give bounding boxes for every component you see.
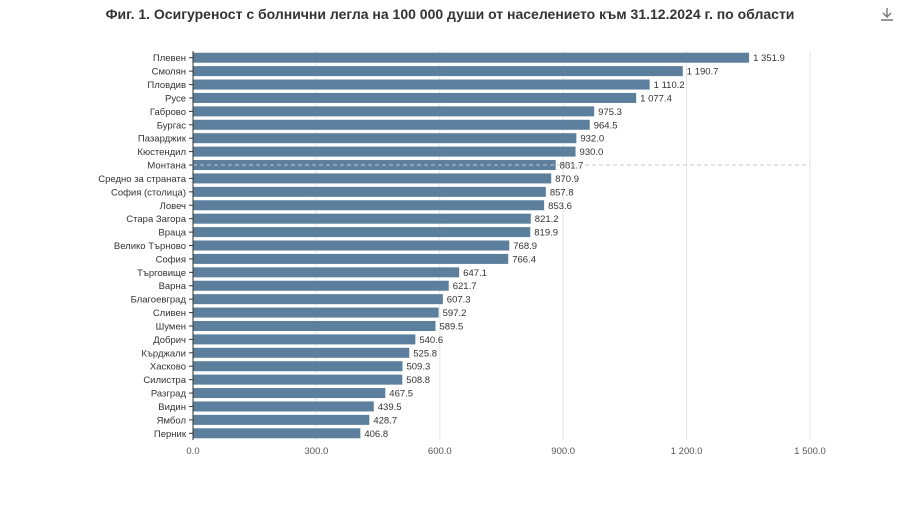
value-label: 508.8 <box>406 375 430 386</box>
value-label: 964.5 <box>594 120 618 131</box>
category-label: Кърджали <box>141 348 186 359</box>
bar <box>193 320 436 331</box>
value-label: 428.7 <box>373 415 397 426</box>
value-label: 406.8 <box>364 429 388 440</box>
bar <box>193 374 403 385</box>
bar <box>193 280 449 291</box>
category-label: Ямбол <box>157 415 186 426</box>
category-label: Кюстендил <box>137 147 186 158</box>
value-label: 1 190.7 <box>687 67 719 78</box>
bar <box>193 186 546 197</box>
category-label: Пазарджик <box>138 134 187 145</box>
value-label: 930.0 <box>580 147 604 158</box>
value-label: 1 351.9 <box>753 53 785 64</box>
x-tick-label: 600.0 <box>428 446 452 457</box>
x-tick-label: 1 500.0 <box>794 446 826 457</box>
download-icon <box>881 8 893 21</box>
category-label: Благоевград <box>131 295 187 306</box>
category-label: Добрич <box>153 335 186 346</box>
category-label: Хасково <box>150 362 186 373</box>
category-label: Габрово <box>150 107 186 118</box>
bar <box>193 66 683 77</box>
value-label: 819.9 <box>534 228 558 239</box>
bar <box>193 414 370 425</box>
bar <box>193 267 460 278</box>
bar <box>193 307 439 318</box>
bar <box>193 146 576 157</box>
category-label: Средно за страната <box>98 174 186 185</box>
value-label: 1 110.2 <box>654 80 685 91</box>
category-label: Силистра <box>143 375 186 386</box>
bar <box>193 294 443 305</box>
bar <box>193 119 590 130</box>
value-label: 881.7 <box>560 161 584 172</box>
value-label: 597.2 <box>443 308 467 319</box>
value-label: 857.8 <box>550 187 574 198</box>
value-label: 525.8 <box>413 348 437 359</box>
value-label: 540.6 <box>419 335 443 346</box>
value-label: 439.5 <box>378 402 402 413</box>
category-label: Монтана <box>147 161 186 172</box>
bar <box>193 253 509 264</box>
bar <box>193 213 531 224</box>
bar <box>193 52 750 63</box>
x-tick-label: 1 200.0 <box>671 446 703 457</box>
bar <box>193 200 545 211</box>
value-label: 621.7 <box>453 281 477 292</box>
category-label: Разград <box>151 389 187 400</box>
value-label: 768.9 <box>513 241 537 252</box>
category-label: Сливен <box>153 308 186 319</box>
category-label: Велико Търново <box>114 241 186 252</box>
category-label: Стара Загора <box>126 214 186 225</box>
chart-title: Фиг. 1. Осигуреност с болнични легла на … <box>105 6 795 22</box>
category-label: Смолян <box>152 67 186 78</box>
category-label: Видин <box>158 402 186 413</box>
category-label: Пловдив <box>147 80 186 91</box>
bar <box>193 92 637 103</box>
bar <box>193 428 361 439</box>
value-label: 853.6 <box>548 201 572 212</box>
bar <box>193 240 510 251</box>
bar <box>193 133 577 144</box>
bar <box>193 160 556 171</box>
value-label: 467.5 <box>389 389 413 400</box>
value-label: 509.3 <box>406 362 430 373</box>
bar <box>193 334 416 345</box>
category-label: София <box>156 254 186 265</box>
value-label: 870.9 <box>555 174 579 185</box>
bar <box>193 388 386 399</box>
category-label: Перник <box>154 429 187 440</box>
bar <box>193 401 374 412</box>
x-tick-label: 900.0 <box>551 446 575 457</box>
value-label: 607.3 <box>447 295 471 306</box>
value-label: 1 077.4 <box>640 93 672 104</box>
category-label: Плевен <box>153 53 186 64</box>
category-label: Ловеч <box>160 201 186 212</box>
bar <box>193 227 531 238</box>
value-label: 647.1 <box>463 268 487 279</box>
category-label: Шумен <box>156 321 186 332</box>
value-label: 932.0 <box>580 134 604 145</box>
bar <box>193 106 595 117</box>
category-label: Враца <box>158 228 186 239</box>
value-label: 975.3 <box>598 107 622 118</box>
category-label: Русе <box>165 93 186 104</box>
category-label: Бургас <box>157 120 186 131</box>
category-label: Търговище <box>137 268 186 279</box>
bar <box>193 347 410 358</box>
category-label: Варна <box>159 281 187 292</box>
bar <box>193 361 403 372</box>
bar <box>193 173 552 184</box>
category-label: София (столица) <box>111 187 186 198</box>
value-label: 589.5 <box>439 321 463 332</box>
value-label: 821.2 <box>535 214 559 225</box>
value-label: 766.4 <box>512 254 536 265</box>
x-tick-label: 300.0 <box>305 446 329 457</box>
download-button[interactable] <box>878 5 896 23</box>
x-tick-label: 0.0 <box>186 446 199 457</box>
bar <box>193 79 650 90</box>
